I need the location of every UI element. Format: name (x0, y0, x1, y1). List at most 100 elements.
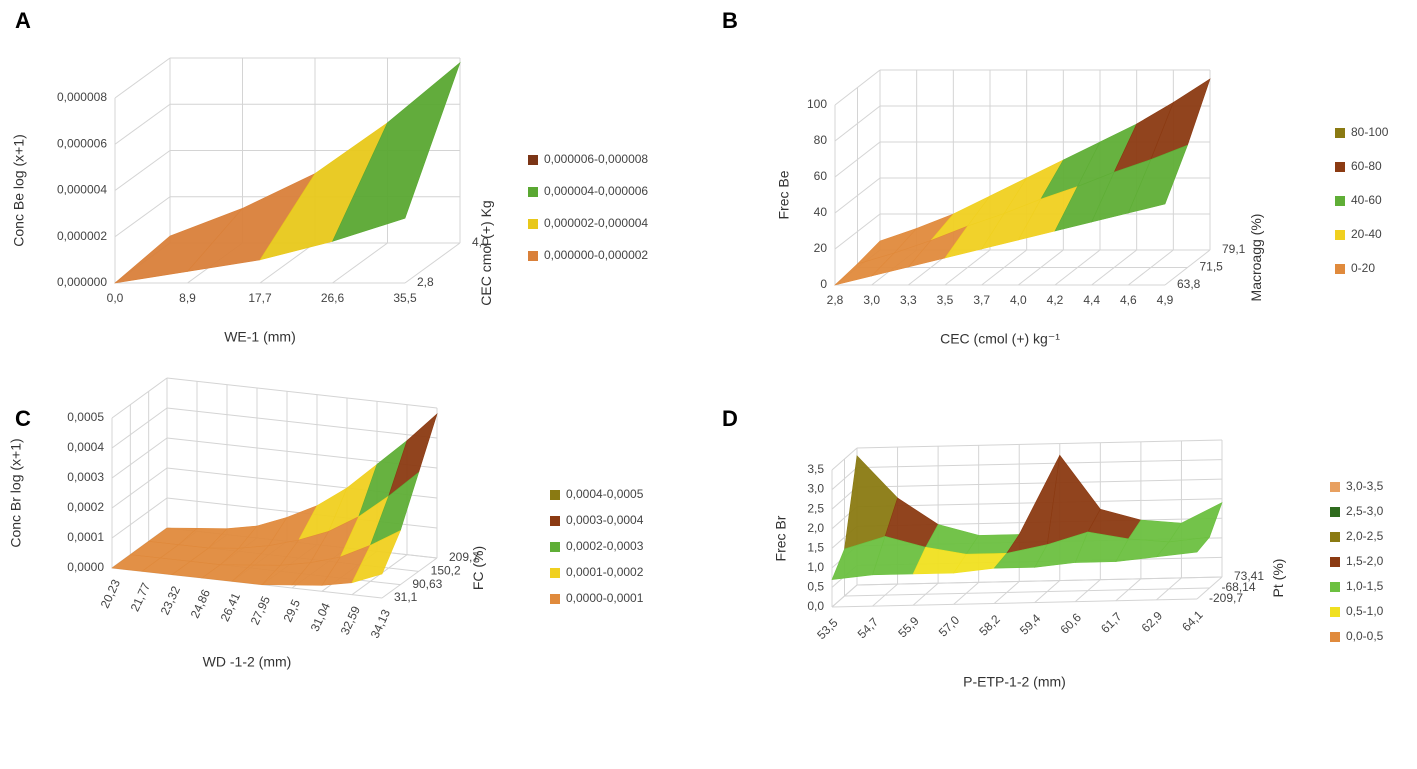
surface-cell (1168, 502, 1223, 543)
panel-letter: B (722, 8, 738, 33)
legend-swatch (1330, 532, 1340, 542)
grid-line (114, 150, 171, 191)
legend-label: 0,0004-0,0005 (566, 487, 644, 501)
y-tick-label: 0,0001 (67, 530, 104, 544)
legend-label: 40-60 (1351, 193, 1382, 207)
x-tick-label: 57,0 (936, 613, 963, 640)
x-tick-label: 64,1 (1179, 607, 1206, 634)
x-tick-label: 24,86 (188, 587, 214, 620)
y-tick-label: 3,5 (807, 462, 824, 476)
legend-swatch (550, 594, 560, 604)
x-tick-label: 4,6 (1120, 293, 1137, 307)
legend-label: 0,000002-0,000004 (544, 216, 648, 230)
x-tick-label: 3,5 (937, 293, 954, 307)
grid-line (166, 377, 438, 409)
x-tick-label: 26,6 (321, 291, 345, 305)
x-tick-label: 3,0 (863, 293, 880, 307)
x-tick-label: 59,4 (1017, 611, 1044, 638)
x-tick-label: 55,9 (895, 614, 922, 641)
grid-line (381, 557, 438, 599)
legend-swatch (1330, 607, 1340, 617)
grid-line (114, 196, 171, 238)
y-tick-label: 20 (814, 241, 828, 255)
x-tick-label: 3,7 (973, 293, 990, 307)
legend-swatch (1335, 196, 1345, 206)
legend-label: 1,5-2,0 (1346, 554, 1384, 568)
grid-line (831, 598, 1198, 608)
legend-label: 0,0003-0,0004 (566, 513, 644, 527)
surface-cell (1127, 144, 1189, 214)
legend-label: 0-20 (1351, 261, 1375, 275)
y-tick-label: 0,0 (807, 599, 824, 613)
y-tick-label: 60 (814, 169, 828, 183)
z-axis-title: CEC cmol (+) Kg (478, 200, 494, 305)
y-tick-label: 100 (807, 97, 827, 111)
x-tick-label: 34,13 (368, 607, 394, 640)
x-tick-label: 21,77 (128, 580, 154, 613)
x-axis-title: WD -1-2 (mm) (203, 654, 292, 670)
y-tick-label: 3,0 (807, 482, 824, 496)
y-tick-label: 0,0005 (67, 410, 104, 424)
x-tick-label: 54,7 (855, 615, 882, 642)
legend-swatch (550, 516, 560, 526)
legend-label: 0,5-1,0 (1346, 604, 1384, 618)
surface-cell (1155, 536, 1211, 558)
legend-swatch (1330, 557, 1340, 567)
x-tick-label: 4,2 (1047, 293, 1064, 307)
y-axis-title: Conc Be log (x+1) (11, 134, 27, 246)
x-tick-label: 61,7 (1098, 609, 1125, 636)
legend-label: 0,0000-0,0001 (566, 591, 644, 605)
legend-label: 0,0-0,5 (1346, 629, 1384, 643)
legend-swatch (1335, 128, 1345, 138)
x-tick-label: 17,7 (248, 291, 272, 305)
y-tick-label: 0,0000 (67, 560, 104, 574)
legend-swatch (550, 542, 560, 552)
z-tick-label: 4,0 (472, 235, 489, 249)
y-tick-label: 2,0 (807, 521, 824, 535)
legend-swatch (1330, 582, 1340, 592)
grid-line (856, 459, 1223, 469)
y-tick-label: 0,0003 (67, 470, 104, 484)
x-tick-label: 4,4 (1083, 293, 1100, 307)
x-tick-label: 35,5 (393, 291, 417, 305)
legend-swatch (1330, 632, 1340, 642)
x-axis-title: CEC (cmol (+) kg⁻¹ (940, 331, 1060, 347)
y-tick-label: 2,5 (807, 501, 824, 515)
legend-label: 2,5-3,0 (1346, 504, 1384, 518)
x-tick-label: 26,41 (218, 590, 244, 623)
x-tick-label: 53,5 (814, 615, 841, 642)
legend-label: 20-40 (1351, 227, 1382, 241)
x-tick-label: 20,23 (98, 577, 124, 610)
legend-swatch (528, 155, 538, 165)
surface-cell (331, 61, 461, 242)
legend-swatch (550, 490, 560, 500)
legend-swatch (528, 187, 538, 197)
z-tick-label: 2,8 (417, 275, 434, 289)
y-tick-label: 0,000000 (57, 275, 107, 289)
surface-cell (351, 530, 401, 584)
y-axis-title: Frec Be (776, 170, 792, 219)
legend-swatch (528, 219, 538, 229)
x-tick-label: 8,9 (179, 291, 196, 305)
legend-swatch (1335, 230, 1345, 240)
legend-label: 0,000000-0,000002 (544, 248, 648, 262)
y-axis-title: Frec Br (773, 515, 789, 561)
legend-swatch (1330, 482, 1340, 492)
legend-label: 0,000006-0,000008 (544, 152, 648, 166)
grid-line (404, 242, 461, 284)
legend-label: 80-100 (1351, 125, 1389, 139)
legend-swatch (1335, 162, 1345, 172)
y-tick-label: 0,5 (807, 580, 824, 594)
x-tick-label: 23,32 (158, 584, 184, 617)
y-axis-title: Conc Br log (x+1) (8, 438, 24, 547)
grid-line (114, 103, 171, 145)
grid-line (111, 407, 168, 449)
z-axis-title: Pt (%) (1270, 559, 1286, 598)
legend-swatch (528, 251, 538, 261)
y-tick-label: 0,000002 (57, 229, 107, 243)
x-tick-label: 4,9 (1157, 293, 1174, 307)
z-tick-label: 71,5 (1200, 260, 1224, 274)
legend-label: 60-80 (1351, 159, 1382, 173)
legend-label: 1,0-1,5 (1346, 579, 1384, 593)
